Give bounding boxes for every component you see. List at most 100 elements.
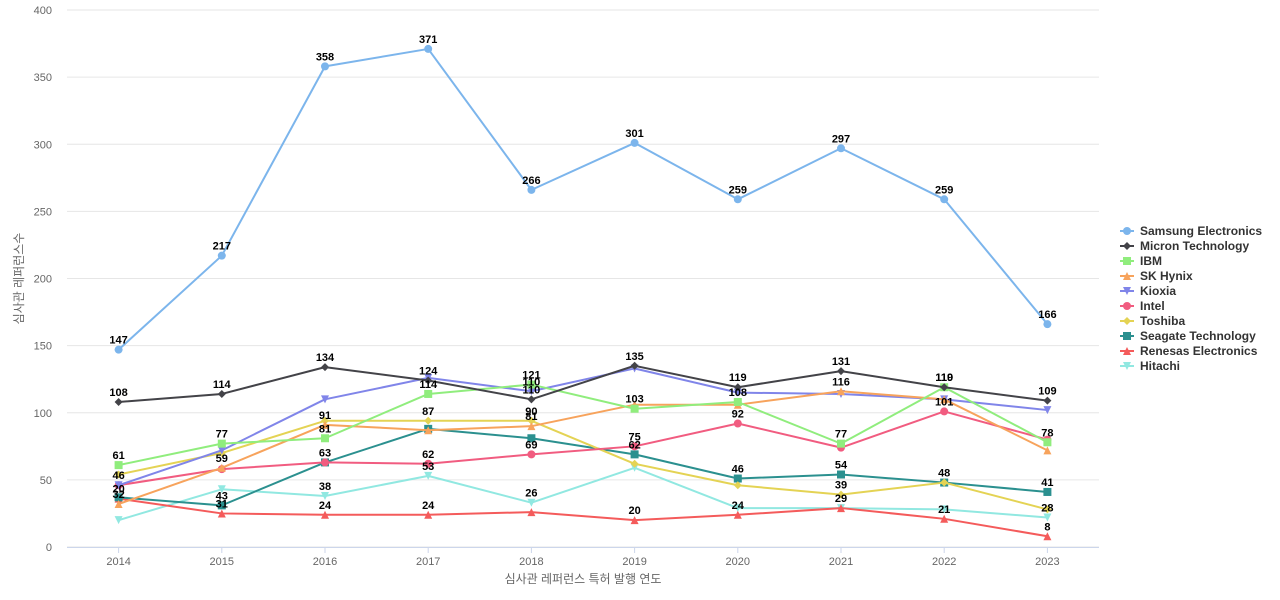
x-tick-label: 2020	[726, 556, 750, 568]
data-label: 101	[935, 396, 953, 408]
data-point	[424, 510, 433, 519]
data-label: 38	[319, 481, 331, 493]
legend-marker	[1123, 287, 1131, 295]
data-label: 217	[213, 241, 231, 253]
data-label: 266	[522, 175, 540, 187]
x-tick-label: 2017	[416, 556, 440, 568]
data-point	[837, 367, 845, 376]
data-label: 48	[938, 468, 950, 480]
data-point	[527, 508, 536, 517]
data-label: 24	[732, 500, 745, 512]
data-point	[1043, 532, 1052, 541]
data-point	[217, 501, 226, 510]
legend-marker	[1123, 227, 1131, 235]
data-label: 46	[732, 464, 744, 476]
legend-label: Kioxia	[1140, 284, 1176, 298]
data-label: 131	[832, 356, 850, 368]
legend-item[interactable]: Renesas Electronics	[1120, 344, 1258, 358]
data-point	[837, 439, 845, 448]
legend-item[interactable]: IBM	[1120, 254, 1162, 268]
legend-item[interactable]: Intel	[1120, 299, 1165, 313]
data-point	[940, 505, 949, 514]
data-label: 109	[1038, 386, 1056, 398]
legend-label: SK Hynix	[1140, 269, 1193, 283]
data-point	[1043, 505, 1052, 514]
series-line	[118, 419, 1048, 511]
data-label: 108	[729, 387, 747, 399]
legend-marker	[1123, 332, 1131, 340]
y-tick-label: 300	[34, 139, 52, 151]
data-label: 21	[938, 504, 950, 516]
legend-item[interactable]: Hitachi	[1120, 359, 1180, 373]
data-label: 135	[625, 351, 643, 363]
grid-lines	[67, 9, 1099, 548]
data-point	[114, 461, 123, 470]
series-3	[114, 387, 1052, 509]
data-label: 41	[1041, 477, 1053, 489]
data-point	[321, 62, 329, 71]
data-label: 108	[109, 387, 127, 399]
data-label: 53	[422, 461, 434, 473]
x-tick-label: 2019	[622, 556, 646, 568]
data-point	[630, 361, 639, 370]
y-tick-label: 200	[34, 274, 52, 286]
data-label: 358	[316, 51, 334, 63]
series-line	[118, 383, 1048, 467]
data-label: 90	[525, 406, 537, 418]
data-point	[424, 376, 433, 385]
data-point	[1043, 406, 1052, 415]
data-label: 110	[523, 384, 541, 396]
data-point	[837, 470, 845, 479]
series-0	[114, 44, 1052, 354]
data-point	[321, 420, 329, 429]
legend-item[interactable]: Seagate Technology	[1120, 329, 1256, 343]
series-5	[114, 407, 1052, 490]
data-label: 124	[419, 366, 438, 378]
legend-item[interactable]: SK Hynix	[1120, 269, 1193, 283]
data-label: 43	[216, 490, 228, 502]
y-tick-label: 350	[34, 72, 52, 84]
legend-label: Samsung Electronics	[1140, 224, 1262, 238]
series-8	[114, 494, 1052, 541]
data-label: 62	[422, 449, 434, 461]
y-tick-label: 100	[34, 408, 52, 420]
data-point	[733, 398, 742, 407]
x-tick-label: 2016	[313, 556, 337, 568]
data-point	[733, 195, 742, 204]
data-label: 26	[525, 488, 537, 500]
data-label: 24	[319, 500, 332, 512]
data-label: 54	[835, 460, 848, 472]
data-point	[114, 493, 123, 502]
legend-marker	[1123, 257, 1131, 265]
data-point	[527, 380, 536, 389]
legend-item[interactable]: Toshiba	[1120, 314, 1185, 328]
data-point	[733, 504, 742, 513]
data-label: 24	[422, 500, 435, 512]
data-point	[630, 442, 639, 451]
data-point	[527, 450, 536, 459]
data-point	[940, 383, 949, 392]
legend-item[interactable]: Micron Technology	[1120, 239, 1249, 253]
legend-marker	[1123, 362, 1131, 370]
series-line	[118, 427, 1048, 507]
data-label: 110	[523, 376, 541, 388]
x-tick-label: 2018	[519, 556, 543, 568]
series-6	[114, 416, 1052, 514]
legend-label: IBM	[1140, 254, 1162, 268]
data-point	[630, 459, 639, 468]
data-point	[630, 138, 639, 147]
y-tick-label: 250	[34, 206, 52, 218]
data-label: 166	[1038, 309, 1056, 321]
data-point	[733, 474, 742, 483]
data-label: 20	[112, 484, 124, 496]
data-point	[940, 514, 949, 523]
x-tick-label: 2021	[829, 556, 853, 568]
data-label: 259	[935, 184, 953, 196]
data-point	[321, 510, 329, 519]
data-label: 371	[419, 34, 437, 46]
data-label: 29	[835, 493, 847, 505]
legend-item[interactable]: Kioxia	[1120, 284, 1176, 298]
legend-item[interactable]: Samsung Electronics	[1120, 224, 1262, 238]
